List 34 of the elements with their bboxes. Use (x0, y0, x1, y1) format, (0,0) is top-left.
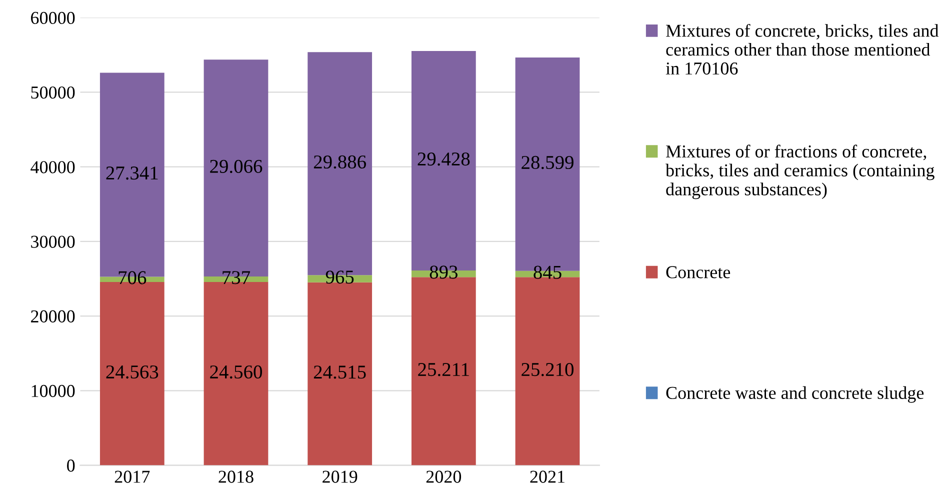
data-label: 893 (430, 266, 458, 279)
legend-label: Mixtures of concrete, bricks, tiles and ceramics other than those mentioned in 170106 (666, 24, 939, 75)
y-tick-label: 0 (67, 460, 75, 472)
x-tick-label: 2020 (426, 470, 462, 483)
bar (515, 277, 580, 466)
bar (308, 282, 372, 466)
legend-label: Concrete waste and concrete sludge (666, 386, 924, 403)
bar (411, 277, 476, 466)
legend-label: Mixtures of or fractions of concrete, bricks, tiles and ceramics (containing dangerous substances) (666, 144, 934, 200)
data-label: 845 (534, 266, 562, 279)
data-label: 965 (326, 270, 354, 284)
x-tick-label: 2019 (322, 470, 358, 483)
y-tick-label: 30000 (31, 236, 75, 248)
data-label: 29.066 (210, 160, 262, 174)
data-label: 24.515 (314, 366, 366, 379)
x-tick-label: 2021 (530, 470, 564, 483)
data-label: 29.886 (314, 155, 366, 169)
x-tick-label: 2018 (218, 470, 254, 483)
data-label: 24.560 (210, 365, 262, 379)
data-label: 28.599 (522, 156, 574, 170)
data-label: 706 (118, 271, 146, 284)
data-label: 25.210 (522, 362, 574, 376)
x-tick-label: 2017 (114, 470, 150, 483)
y-tick-label: 50000 (31, 86, 75, 99)
data-label: 25.211 (418, 363, 469, 376)
data-label: 27.341 (106, 166, 158, 180)
data-label: 24.563 (106, 365, 158, 379)
y-tick-label: 40000 (30, 161, 75, 174)
y-tick-label: 10000 (32, 384, 75, 398)
legend-label: Concrete (666, 266, 730, 278)
y-tick-label: 60000 (31, 12, 75, 24)
data-label: 737 (222, 271, 250, 284)
y-tick-label: 20000 (31, 310, 75, 322)
data-label: 29.428 (418, 152, 470, 166)
